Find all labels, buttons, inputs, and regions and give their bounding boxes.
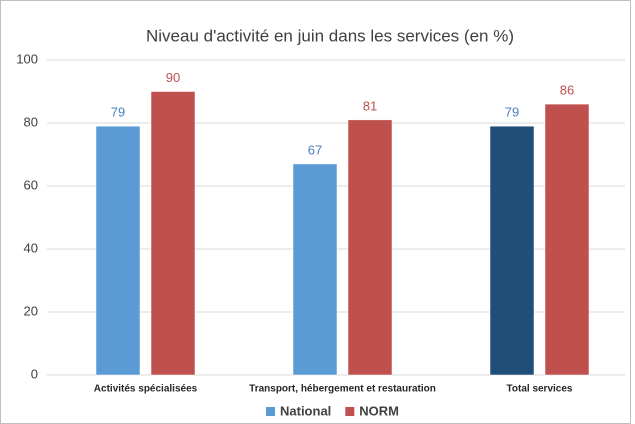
- bar: [544, 103, 590, 376]
- bar: [150, 91, 196, 376]
- x-tick-label: Total services: [507, 384, 573, 395]
- data-label: 81: [363, 98, 377, 113]
- legend-label: National: [280, 403, 331, 418]
- x-tick-label: Activités spécialisées: [94, 384, 198, 395]
- x-tick-label: Transport, hébergement et restauration: [249, 384, 436, 395]
- bar: [292, 163, 338, 376]
- data-label: 79: [111, 105, 125, 120]
- data-label: 90: [166, 70, 180, 85]
- data-label: 86: [560, 83, 574, 98]
- y-tick-label: 40: [24, 240, 38, 255]
- y-tick-label: 20: [24, 303, 38, 318]
- y-tick-label: 0: [31, 366, 38, 381]
- bar: [489, 125, 535, 376]
- legend-label: NORM: [359, 403, 399, 418]
- y-tick-label: 80: [24, 114, 38, 129]
- bar: [95, 125, 141, 376]
- legend-swatch: [345, 407, 355, 416]
- y-tick-label: 100: [16, 51, 38, 66]
- chart-title: Niveau d'activité en juin dans les servi…: [146, 26, 514, 45]
- data-label: 67: [308, 142, 322, 157]
- y-tick-label: 60: [24, 177, 38, 192]
- legend-swatch: [266, 407, 275, 416]
- data-label: 79: [505, 105, 519, 120]
- bar: [347, 119, 393, 376]
